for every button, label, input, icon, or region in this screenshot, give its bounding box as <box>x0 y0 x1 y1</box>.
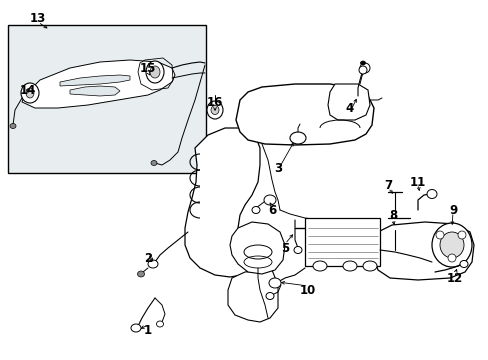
Text: 8: 8 <box>388 208 396 221</box>
Polygon shape <box>22 60 175 108</box>
Polygon shape <box>184 128 260 277</box>
Ellipse shape <box>359 63 369 73</box>
Ellipse shape <box>148 260 158 268</box>
Ellipse shape <box>151 161 157 166</box>
Ellipse shape <box>439 232 463 258</box>
Text: 9: 9 <box>448 203 456 216</box>
Text: 7: 7 <box>383 179 391 192</box>
Polygon shape <box>70 86 120 96</box>
Ellipse shape <box>435 231 443 239</box>
Ellipse shape <box>146 61 163 83</box>
Text: 3: 3 <box>273 162 282 175</box>
Text: 16: 16 <box>206 95 223 108</box>
Text: 14: 14 <box>20 84 36 96</box>
Ellipse shape <box>26 88 34 98</box>
Ellipse shape <box>362 261 376 271</box>
Ellipse shape <box>131 324 141 332</box>
Bar <box>8 25 205 173</box>
Ellipse shape <box>289 132 305 144</box>
Bar <box>305 218 379 266</box>
Ellipse shape <box>21 83 39 103</box>
Ellipse shape <box>265 292 273 300</box>
Ellipse shape <box>251 207 260 213</box>
Ellipse shape <box>293 247 302 253</box>
Ellipse shape <box>457 231 465 239</box>
Ellipse shape <box>10 123 16 129</box>
Ellipse shape <box>342 261 356 271</box>
Text: 12: 12 <box>446 271 462 284</box>
Ellipse shape <box>264 195 275 205</box>
Polygon shape <box>60 75 130 86</box>
Text: 5: 5 <box>280 242 288 255</box>
Text: 1: 1 <box>143 324 152 337</box>
Text: 4: 4 <box>345 102 353 114</box>
Ellipse shape <box>447 254 455 262</box>
Polygon shape <box>227 270 278 322</box>
Ellipse shape <box>210 105 219 114</box>
Text: 13: 13 <box>30 12 46 24</box>
Ellipse shape <box>459 261 467 267</box>
Text: 2: 2 <box>143 252 152 265</box>
Ellipse shape <box>137 271 144 277</box>
Text: 10: 10 <box>299 284 315 297</box>
Ellipse shape <box>358 66 366 74</box>
Ellipse shape <box>268 278 281 288</box>
Ellipse shape <box>431 223 471 267</box>
Ellipse shape <box>360 61 365 65</box>
Ellipse shape <box>206 101 223 119</box>
Polygon shape <box>373 222 473 280</box>
Polygon shape <box>327 84 369 120</box>
Ellipse shape <box>312 261 326 271</box>
Polygon shape <box>236 84 373 145</box>
Ellipse shape <box>426 189 436 198</box>
Ellipse shape <box>156 321 163 327</box>
Ellipse shape <box>150 66 160 78</box>
Polygon shape <box>229 222 285 274</box>
Text: 15: 15 <box>140 62 156 75</box>
Text: 11: 11 <box>409 176 425 189</box>
Text: 6: 6 <box>267 203 276 216</box>
